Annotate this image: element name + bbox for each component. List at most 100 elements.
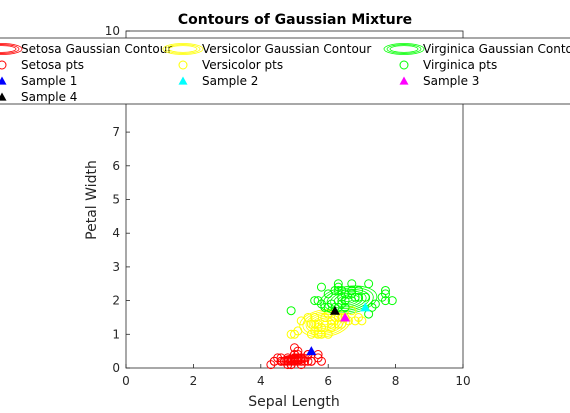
x-axis-label: Sepal Length <box>248 394 340 410</box>
legend-triangle-swatch <box>399 76 409 85</box>
legend-contour-swatch <box>0 45 17 53</box>
data-point <box>323 302 333 312</box>
x-tick-label: 4 <box>257 374 265 388</box>
legend-item: Sample 3 <box>399 74 479 88</box>
legend-circle-swatch <box>0 60 7 70</box>
sample-marker <box>306 346 317 356</box>
data-point <box>333 282 343 292</box>
y-tick-label: 2 <box>112 294 120 308</box>
data-point <box>380 289 390 299</box>
legend-label: Virginica pts <box>423 58 497 72</box>
x-tick-label: 6 <box>324 374 332 388</box>
legend-label: Virginica Gaussian Contour <box>423 42 570 56</box>
legend-box <box>0 37 570 105</box>
y-ticks: 0 1 2 3 4 5 6 7 10 <box>105 24 130 375</box>
legend-contour-swatch <box>168 45 198 53</box>
legend-item: Versicolor pts <box>178 58 283 72</box>
data-point <box>316 356 326 366</box>
data-point <box>340 302 350 312</box>
y-tick-label: 6 <box>112 159 120 173</box>
data-point <box>380 296 390 306</box>
data-point <box>310 312 320 322</box>
legend-circle-swatch <box>178 60 188 70</box>
data-point <box>276 356 286 366</box>
plot-area: 0 2 4 6 8 10 0 1 2 3 4 5 6 7 10 <box>105 24 471 388</box>
data-point <box>347 289 357 299</box>
data-point <box>316 282 326 292</box>
sample-marker <box>329 305 340 315</box>
y-tick-label: 3 <box>112 260 120 274</box>
data-point <box>286 306 296 316</box>
legend-triangle-swatch <box>0 76 7 85</box>
legend-item: Setosa pts <box>0 58 84 72</box>
y-tick-label: 5 <box>112 193 120 207</box>
chart-title: Contours of Gaussian Mixture <box>178 12 412 28</box>
legend-label: Sample 2 <box>202 74 258 88</box>
legend-item: Versicolor Gaussian Contour <box>162 42 371 56</box>
sample-marker <box>340 312 351 322</box>
legend-label: Versicolor Gaussian Contour <box>202 42 371 56</box>
legend-label: Sample 3 <box>423 74 479 88</box>
legend-item: Virginica Gaussian Contour <box>383 42 570 56</box>
y-tick-label: 10 <box>105 24 120 38</box>
data-point <box>293 346 303 356</box>
legend-triangle-swatch <box>0 92 7 101</box>
data-point <box>364 279 374 289</box>
legend-contour-swatch <box>389 45 419 53</box>
data-point <box>313 353 323 363</box>
y-tick-label: 1 <box>112 327 120 341</box>
legend-contour-swatch <box>383 43 425 55</box>
data-point <box>290 350 299 360</box>
legend-circle-swatch <box>399 60 409 70</box>
legend-item: Sample 2 <box>178 74 258 88</box>
series-sample-2 <box>360 302 371 312</box>
legend-label: Versicolor pts <box>202 58 283 72</box>
data-point <box>313 296 323 306</box>
data-point <box>266 360 276 370</box>
legend-label: Sample 4 <box>21 90 77 104</box>
legend-label: Setosa pts <box>21 58 84 72</box>
contour-line <box>299 308 351 338</box>
data-point <box>293 326 303 336</box>
data-point <box>333 285 343 295</box>
legend-contour-swatch <box>0 43 23 55</box>
x-ticks: 0 2 4 6 8 10 <box>122 364 471 388</box>
data-point <box>330 285 340 295</box>
x-tick-label: 2 <box>190 374 198 388</box>
y-tick-label: 4 <box>112 226 120 240</box>
legend-contour-swatch <box>0 44 20 54</box>
y-tick-label: 0 <box>112 361 120 375</box>
data-point <box>354 312 364 322</box>
contour-line <box>330 290 367 310</box>
data-point <box>380 285 390 295</box>
data-point <box>290 329 299 339</box>
data-point <box>316 329 326 339</box>
series-sample-4 <box>329 305 340 315</box>
legend-item: Virginica pts <box>399 58 497 72</box>
legend-contour-swatch <box>162 43 204 55</box>
x-tick-label: 0 <box>122 374 130 388</box>
series-sample-1 <box>306 346 317 356</box>
legend-label: Setosa Gaussian Contour <box>21 42 172 56</box>
legend-item: Sample 4 <box>0 90 77 104</box>
legend: Setosa Gaussian Contour Versicolor Gaussi… <box>0 37 570 105</box>
legend-triangle-swatch <box>178 76 188 85</box>
series-virginica-pts <box>286 279 397 319</box>
y-tick-label: 7 <box>112 125 120 139</box>
legend-contour-swatch <box>386 44 422 54</box>
sample-marker <box>360 302 371 312</box>
series-setosa-pts <box>266 343 326 370</box>
data-point <box>350 316 360 326</box>
data-point <box>347 279 357 289</box>
data-point <box>357 316 367 326</box>
data-point <box>360 292 370 302</box>
data-point <box>286 360 296 370</box>
data-point <box>387 296 397 306</box>
data-point <box>306 329 316 339</box>
x-tick-label: 8 <box>392 374 400 388</box>
data-point <box>370 299 380 309</box>
data-point <box>313 329 323 339</box>
data-point <box>327 319 337 329</box>
series-sample-3 <box>340 312 351 322</box>
